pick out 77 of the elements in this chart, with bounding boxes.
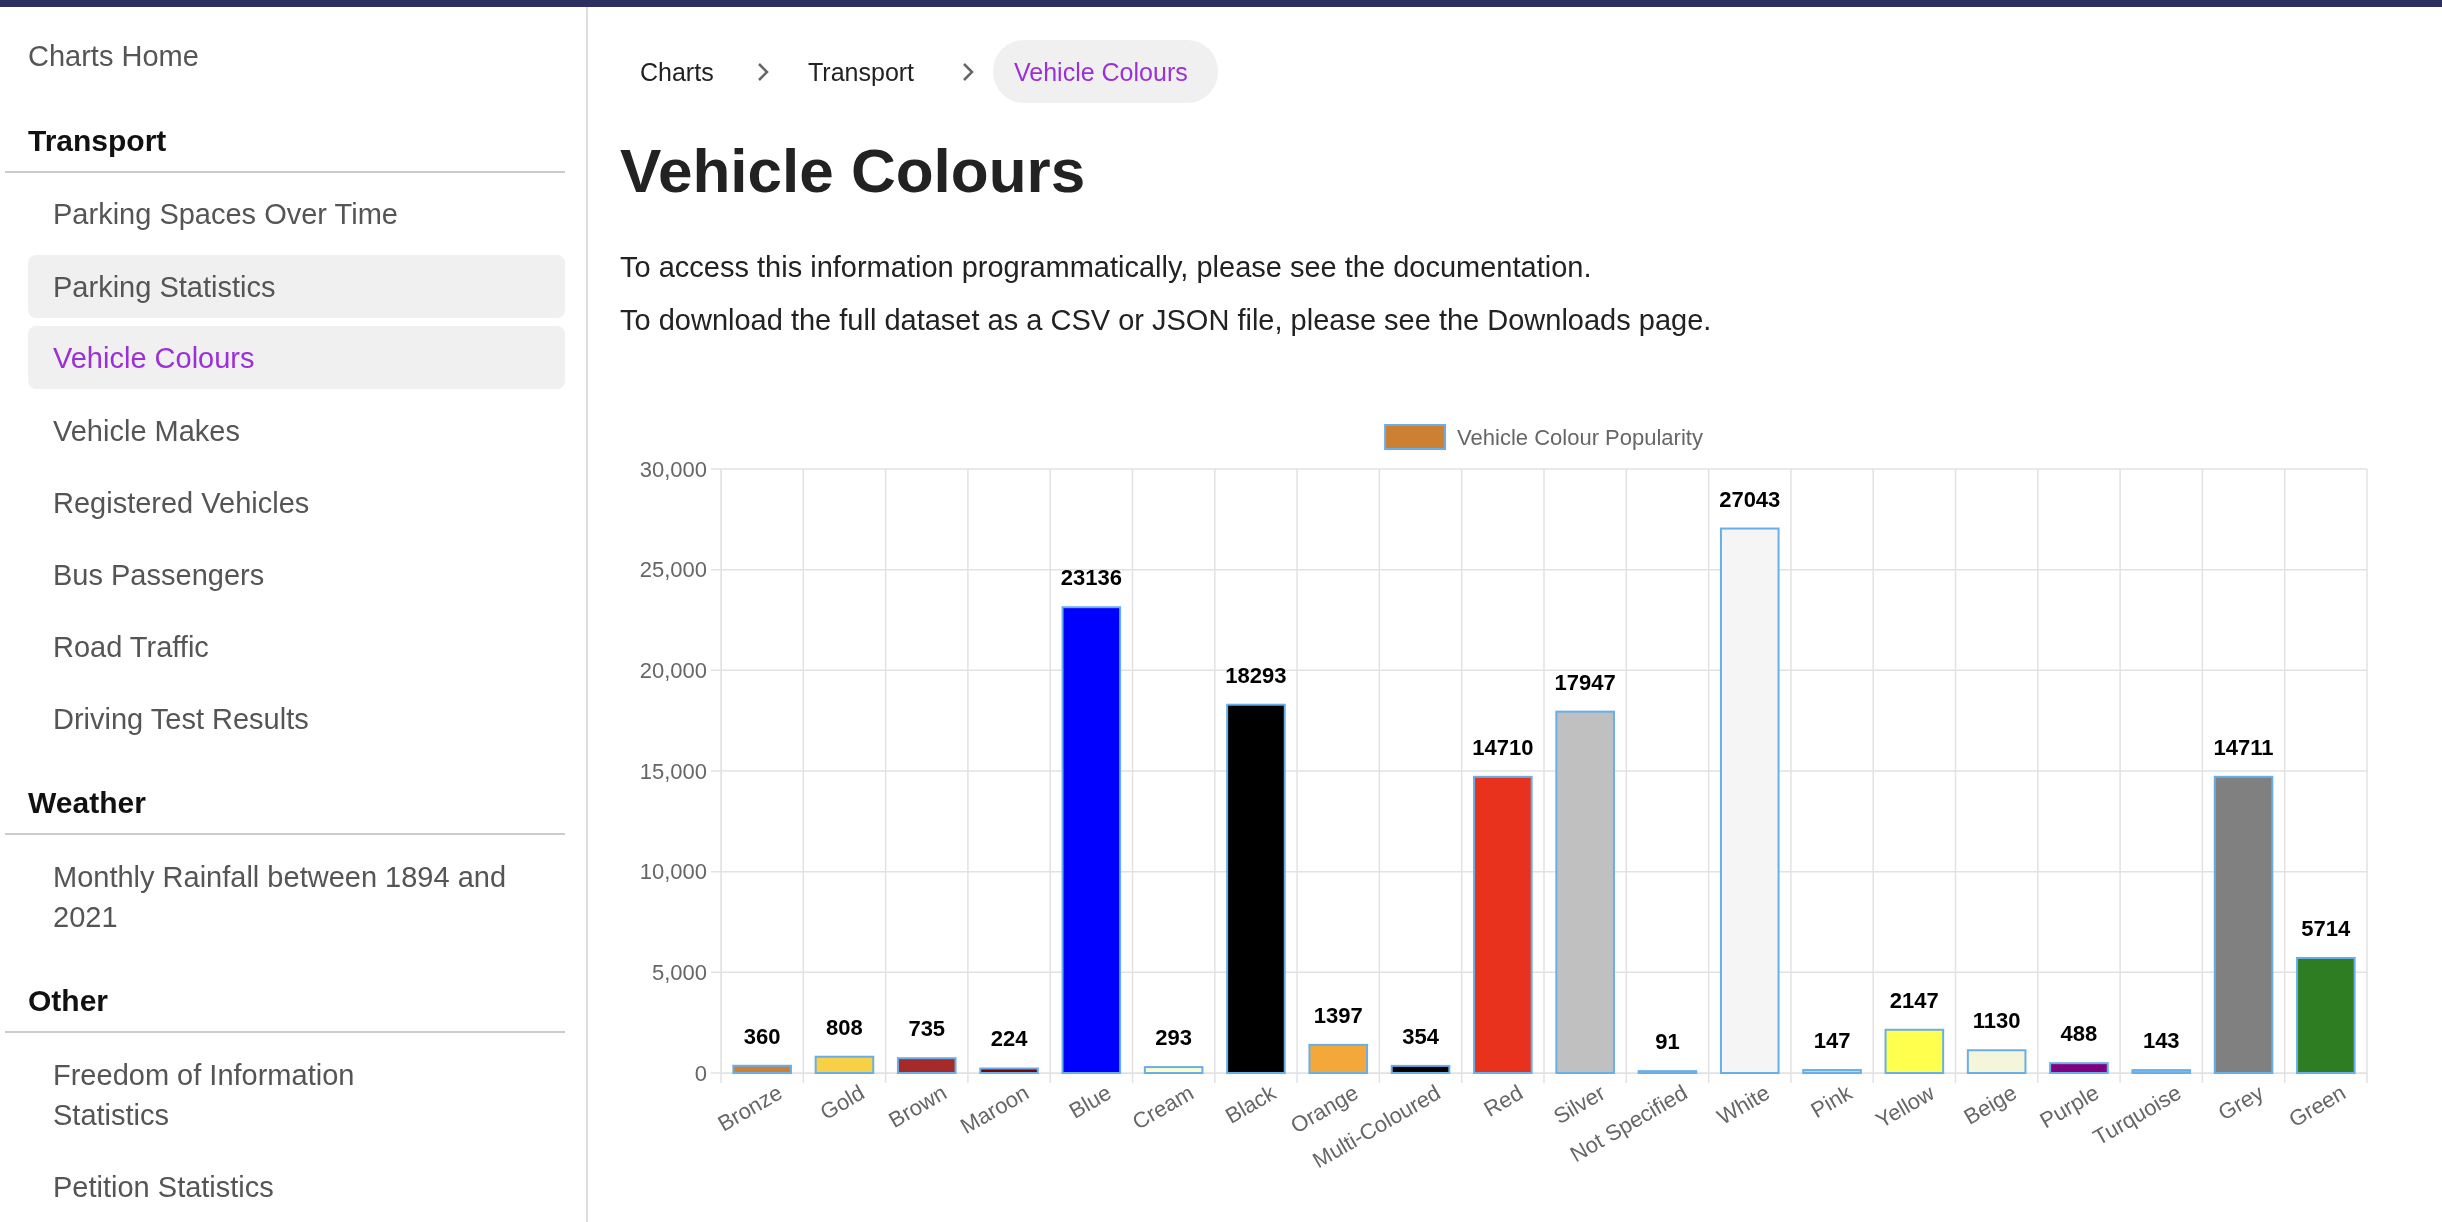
text: Parking Spaces Over Time	[53, 198, 398, 231]
bar	[1802, 1069, 1862, 1074]
text: Bus Passengers	[53, 559, 265, 592]
bar	[1966, 1049, 2027, 1074]
data-label: 14711	[2213, 734, 2274, 760]
text: Charts	[640, 57, 714, 86]
bar	[2049, 1062, 2109, 1074]
data-label: 354	[1402, 1023, 1440, 1049]
text: To access this information programmatically, please see the documentation.	[620, 251, 1592, 284]
data-label: 17947	[1554, 669, 1616, 695]
bar	[1061, 606, 1122, 1074]
text: Vehicle Colours	[1014, 57, 1188, 86]
x-tick-label: Green	[2284, 1079, 2350, 1133]
bar	[1555, 710, 1615, 1074]
data-label: 2147	[1889, 987, 1939, 1013]
data-label: 808	[826, 1014, 863, 1040]
x-tick-label: Gold	[815, 1079, 869, 1125]
data-label: 488	[2060, 1021, 2098, 1047]
bar	[1884, 1028, 1945, 1074]
text: Road Traffic	[53, 631, 209, 664]
text: Weather	[28, 785, 147, 819]
data-label: 147	[1813, 1028, 1851, 1054]
data-label: 5714	[2301, 915, 2352, 941]
data-label: 1397	[1313, 1002, 1363, 1028]
data-label: 14710	[1472, 734, 1534, 760]
data-label: 18293	[1225, 662, 1287, 688]
bar	[2131, 1069, 2192, 1074]
text: Monthly Rainfall between 1894 and 2021	[53, 861, 507, 934]
bar	[979, 1067, 1039, 1074]
text: Parking Statistics	[53, 271, 276, 304]
y-tick-label: 0	[694, 1060, 707, 1086]
x-tick-label: Black	[1220, 1079, 1281, 1129]
data-label: 293	[1155, 1025, 1193, 1051]
text: Transport	[808, 57, 915, 86]
bar	[2213, 775, 2274, 1074]
text: Charts Home	[28, 40, 199, 73]
text: Driving Test Results	[53, 703, 309, 736]
bar	[1308, 1043, 1369, 1074]
data-label: 224	[990, 1026, 1029, 1052]
text: Registered Vehicles	[53, 487, 310, 520]
text: Transport	[28, 123, 167, 157]
data-label: 23136	[1060, 565, 1122, 591]
text: Other	[28, 983, 109, 1017]
legend-label: Vehicle Colour Popularity	[1457, 424, 1703, 450]
data-label: 143	[2142, 1028, 2180, 1054]
data-label: 1130	[1972, 1008, 2021, 1034]
x-tick-label: Beige	[1959, 1079, 2021, 1130]
x-tick-label: Pink	[1806, 1079, 1858, 1123]
bar	[814, 1055, 875, 1074]
bar	[1390, 1064, 1451, 1074]
text: Vehicle Colours	[53, 342, 255, 375]
y-tick-label: 20,000	[639, 657, 707, 683]
text: Vehicle Makes	[53, 415, 240, 448]
y-tick-label: 15,000	[639, 758, 707, 784]
chart-title: Vehicle Colours	[620, 135, 1086, 205]
bar	[1719, 527, 1780, 1074]
text: Petition Statistics	[53, 1171, 274, 1204]
text: To download the full dataset as a CSV or JSON file, please see the Downloads page.	[620, 304, 1712, 337]
y-tick-label: 10,000	[639, 859, 707, 885]
bar	[896, 1057, 957, 1074]
x-tick-label: Red	[1479, 1079, 1527, 1122]
y-tick-label: 5,000	[651, 959, 707, 985]
x-tick-label: Grey	[2213, 1079, 2268, 1126]
data-label: 735	[908, 1016, 946, 1042]
bar	[2296, 956, 2356, 1074]
bar	[1143, 1066, 1204, 1074]
data-label: 27043	[1719, 486, 1781, 512]
x-tick-label: White	[1712, 1079, 1774, 1130]
y-tick-label: 30,000	[639, 456, 707, 482]
bar	[1473, 775, 1533, 1074]
bar	[1226, 703, 1286, 1074]
y-tick-label: 25,000	[639, 557, 707, 583]
bar	[732, 1064, 792, 1074]
text: Freedom of Information Statistics	[53, 1059, 355, 1132]
data-label: 91	[1655, 1029, 1680, 1055]
data-label: 360	[743, 1023, 781, 1049]
x-tick-label: Blue	[1064, 1079, 1116, 1124]
